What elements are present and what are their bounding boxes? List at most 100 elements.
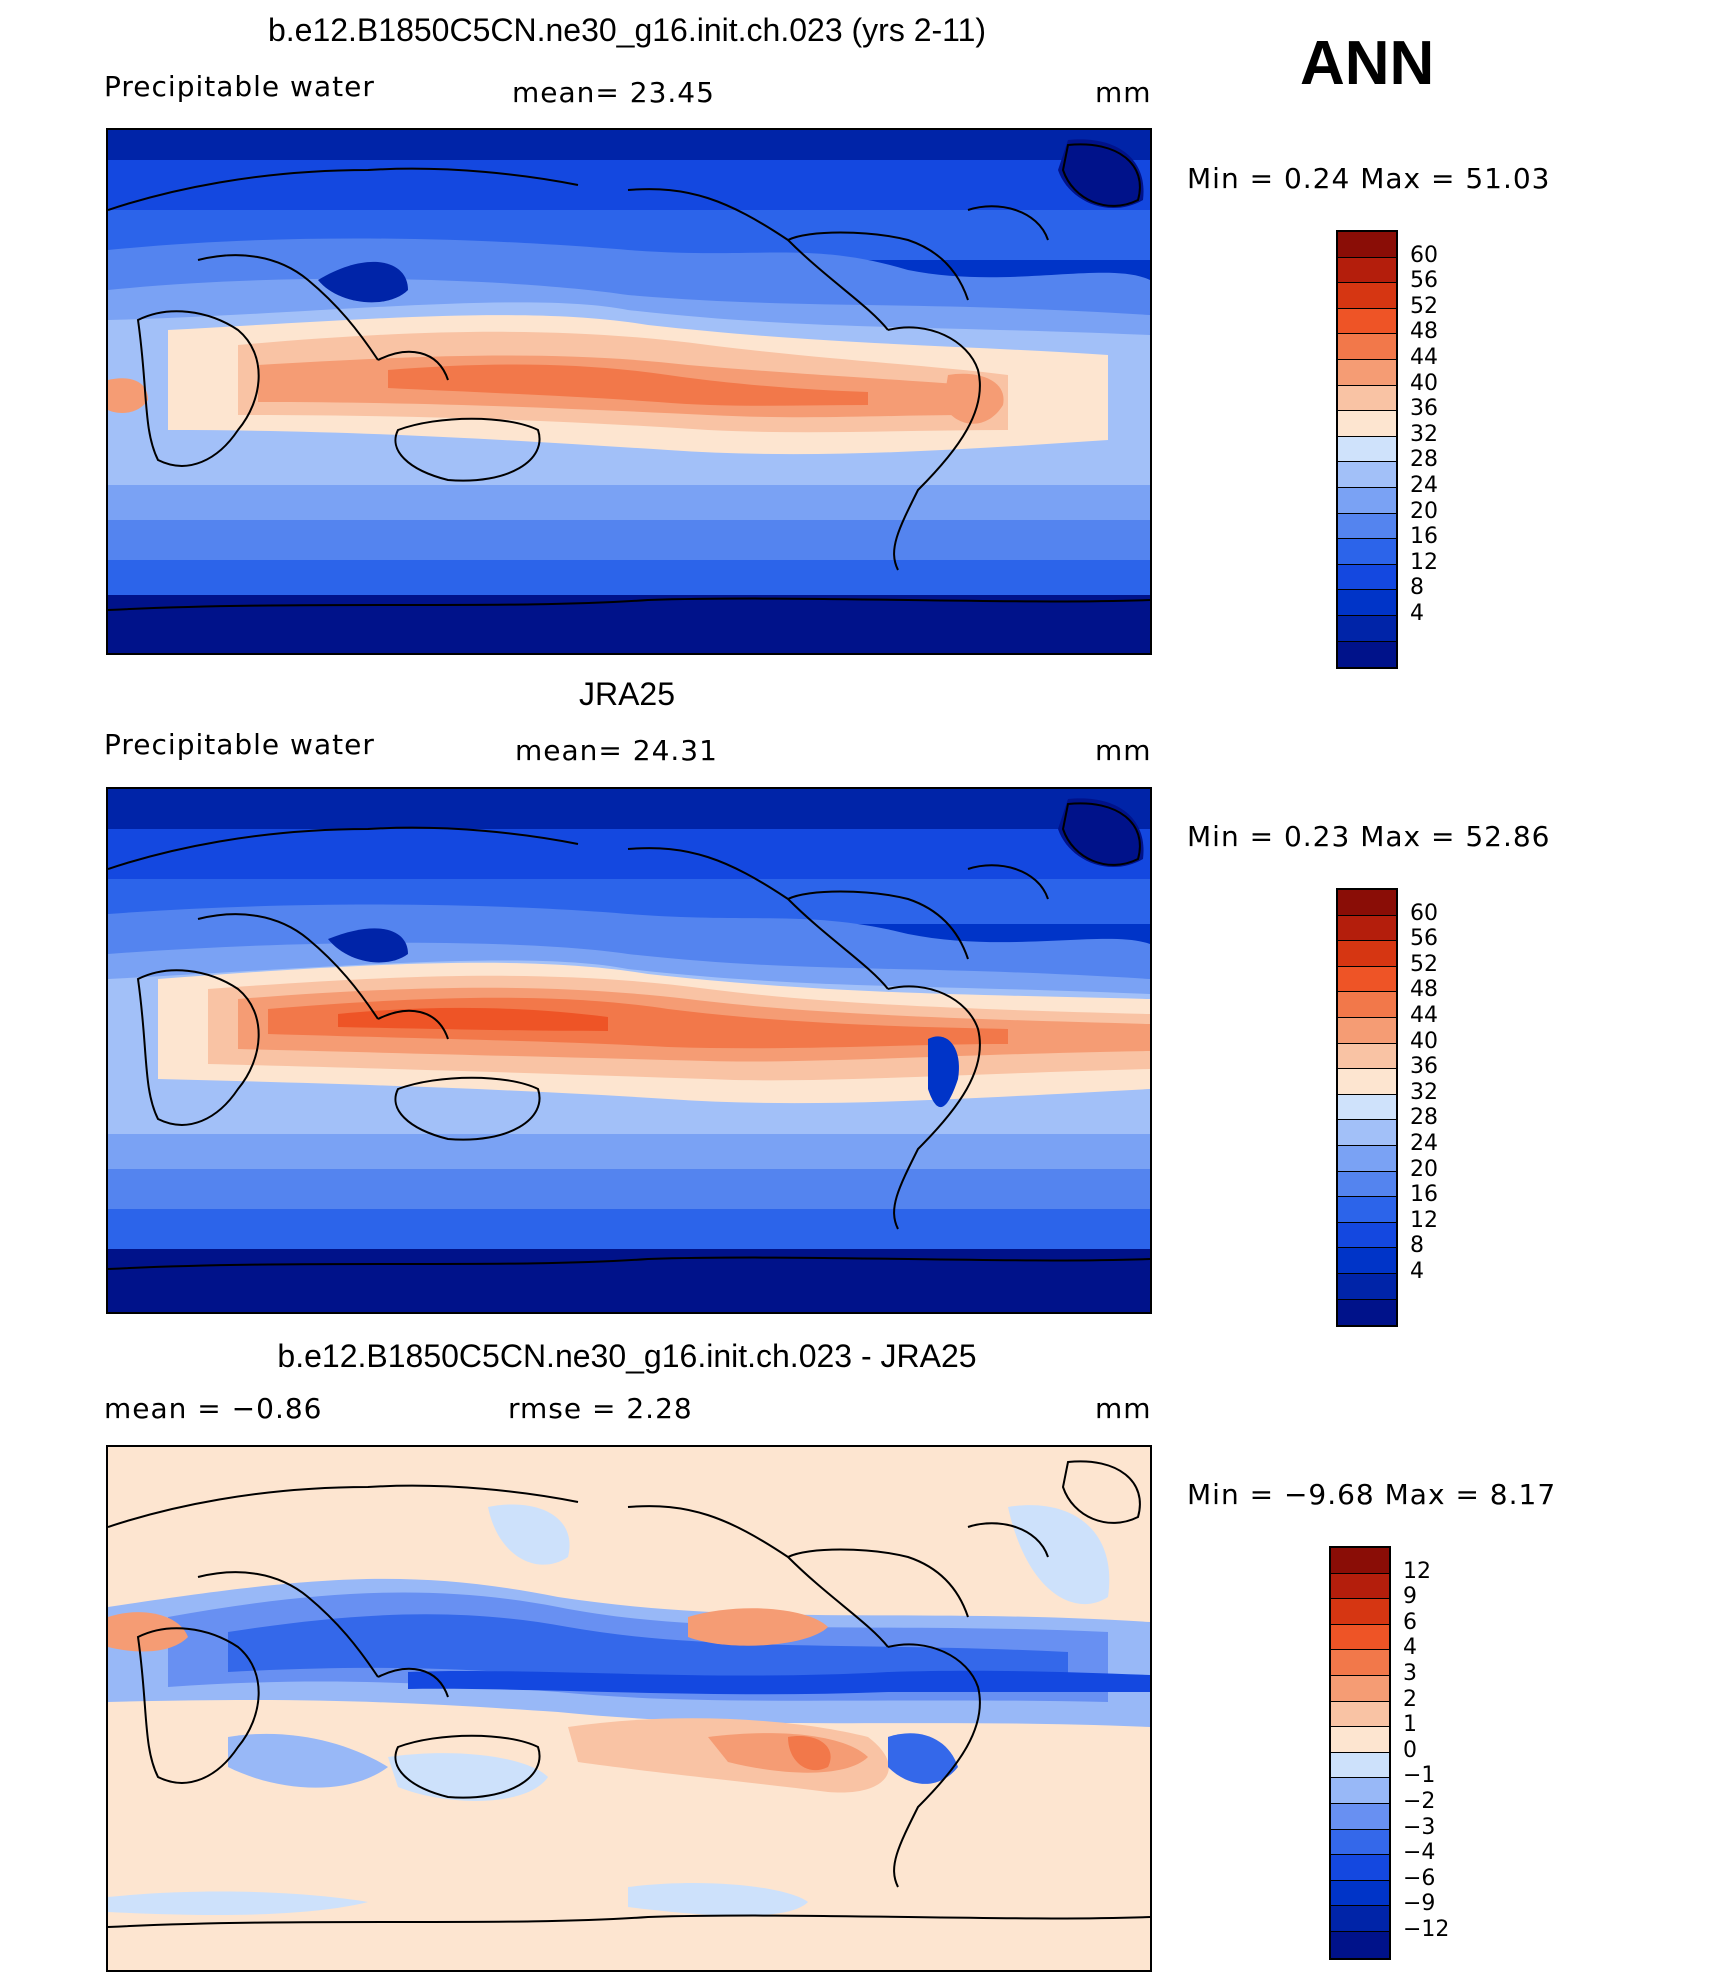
panel-3-units-label: mm <box>1095 1392 1152 1425</box>
panel-1-colorbar-labels: 60 56 52 48 44 40 36 32 28 24 20 16 12 8 4 <box>1410 230 1470 640</box>
colorbar-swatch <box>1338 1145 1396 1172</box>
colorbar-swatch <box>1338 941 1396 967</box>
colorbar-tick-label: −4 <box>1403 1840 1436 1866</box>
colorbar-swatch <box>1338 334 1396 360</box>
colorbar-swatch <box>1338 992 1396 1018</box>
colorbar-tick-label: −12 <box>1403 1917 1450 1942</box>
colorbar-tick-label: 0 <box>1403 1737 1417 1763</box>
panel-2-minmax: Min = 0.23 Max = 52.86 <box>1187 820 1551 853</box>
colorbar-tick-label: 16 <box>1410 1182 1438 1208</box>
colorbar-swatch <box>1338 615 1396 642</box>
colorbar-swatch <box>1338 1222 1396 1249</box>
colorbar-swatch <box>1331 1573 1389 1600</box>
colorbar-swatch <box>1338 1120 1396 1146</box>
colorbar-swatch <box>1331 1778 1389 1804</box>
colorbar-swatch <box>1331 1650 1389 1676</box>
colorbar-swatch <box>1331 1675 1389 1702</box>
panel-1-map <box>106 128 1152 655</box>
colorbar-tick-label: 40 <box>1410 1028 1438 1054</box>
colorbar-swatch <box>1338 283 1396 309</box>
colorbar-swatch <box>1338 1017 1396 1044</box>
colorbar-swatch <box>1331 1931 1389 1958</box>
colorbar-swatch <box>1338 890 1396 916</box>
colorbar-swatch <box>1338 1248 1396 1274</box>
colorbar-swatch <box>1338 487 1396 514</box>
panel-3-title: b.e12.B1850C5CN.ne30_g16.init.ch.023 - J… <box>277 1338 977 1374</box>
colorbar-tick-label: 44 <box>1410 345 1438 370</box>
panel-3-map <box>106 1445 1152 1972</box>
colorbar-swatch <box>1338 915 1396 942</box>
colorbar-swatch <box>1338 257 1396 284</box>
colorbar-tick-label: 52 <box>1410 951 1438 977</box>
colorbar-swatch <box>1338 411 1396 437</box>
colorbar-swatch <box>1338 564 1396 591</box>
colorbar-tick-label: 60 <box>1410 242 1438 268</box>
panel-1-title: b.e12.B1850C5CN.ne30_g16.init.ch.023 (yr… <box>267 12 987 48</box>
colorbar-tick-label: −1 <box>1403 1763 1436 1789</box>
panel-1-contour-field <box>108 130 1150 653</box>
colorbar-tick-label: 28 <box>1410 447 1438 473</box>
colorbar-tick-label: 8 <box>1410 575 1424 601</box>
colorbar-tick-label: 9 <box>1403 1584 1417 1610</box>
panel-3-colorbar-labels: 12 9 6 4 3 2 1 0 −1 −2 −3 −4 −6 −9 −12 <box>1403 1546 1463 1956</box>
colorbar-tick-label: −6 <box>1403 1865 1436 1891</box>
colorbar-swatch <box>1338 308 1396 335</box>
colorbar-tick-label: −9 <box>1403 1891 1436 1917</box>
colorbar-swatch <box>1338 385 1396 412</box>
colorbar-tick-label: 32 <box>1410 421 1438 447</box>
colorbar-tick-label: 56 <box>1410 926 1438 952</box>
colorbar-tick-label: 2 <box>1403 1686 1417 1712</box>
panel-2-colorbar-labels: 60 56 52 48 44 40 36 32 28 24 20 16 12 8 4 <box>1410 888 1470 1298</box>
panel-1-mean-label: mean= 23.45 <box>512 76 715 109</box>
colorbar-tick-label: 32 <box>1410 1079 1438 1105</box>
colorbar-swatch <box>1338 359 1396 386</box>
colorbar-swatch <box>1338 966 1396 993</box>
colorbar-swatch <box>1331 1880 1389 1907</box>
colorbar-swatch <box>1338 1197 1396 1223</box>
colorbar-tick-label: 48 <box>1410 319 1438 345</box>
colorbar-tick-label: 3 <box>1403 1661 1417 1686</box>
colorbar-swatch <box>1338 1273 1396 1300</box>
colorbar-tick-label: 56 <box>1410 268 1438 294</box>
panel-2-map <box>106 787 1152 1314</box>
panel-1-units-label: mm <box>1095 76 1152 109</box>
colorbar-swatch <box>1338 539 1396 565</box>
colorbar-swatch <box>1338 232 1396 258</box>
colorbar-swatch <box>1331 1752 1389 1779</box>
colorbar-swatch <box>1331 1701 1389 1728</box>
colorbar-tick-label: 4 <box>1403 1635 1417 1661</box>
colorbar-tick-label: 28 <box>1410 1105 1438 1131</box>
colorbar-swatch <box>1331 1829 1389 1856</box>
colorbar-tick-label: 24 <box>1410 1131 1438 1156</box>
panel-1-colorbar <box>1336 230 1398 670</box>
colorbar-tick-label: 12 <box>1410 549 1438 575</box>
colorbar-tick-label: 40 <box>1410 370 1438 396</box>
colorbar-tick-label: 20 <box>1410 498 1438 524</box>
panel-2-colorbar <box>1336 888 1398 1328</box>
panel-3-rmse-label: rmse = 2.28 <box>508 1392 693 1425</box>
colorbar-swatch <box>1338 1299 1396 1326</box>
colorbar-swatch <box>1331 1803 1389 1830</box>
colorbar-tick-label: 36 <box>1410 396 1438 422</box>
colorbar-swatch <box>1338 1043 1396 1070</box>
season-label: ANN <box>1300 29 1435 98</box>
colorbar-tick-label: 24 <box>1410 473 1438 498</box>
colorbar-tick-label: −3 <box>1403 1814 1436 1840</box>
colorbar-swatch <box>1338 436 1396 463</box>
panel-3-contour-field <box>108 1447 1150 1970</box>
colorbar-tick-label: 60 <box>1410 900 1438 926</box>
panel-1-variable-label: Precipitable water <box>104 70 375 103</box>
colorbar-swatch <box>1331 1599 1389 1625</box>
colorbar-tick-label: 48 <box>1410 977 1438 1003</box>
colorbar-tick-label: 8 <box>1410 1233 1424 1259</box>
panel-3-mean-label: mean = −0.86 <box>104 1392 323 1425</box>
colorbar-tick-label: 12 <box>1403 1558 1431 1584</box>
colorbar-tick-label: 20 <box>1410 1156 1438 1182</box>
panel-2-title: JRA25 <box>578 676 676 712</box>
panel-2-mean-label: mean= 24.31 <box>515 734 718 767</box>
colorbar-tick-label: 1 <box>1403 1712 1417 1738</box>
colorbar-tick-label: 4 <box>1410 601 1424 626</box>
colorbar-tick-label: 6 <box>1403 1609 1417 1635</box>
colorbar-tick-label: 16 <box>1410 524 1438 550</box>
colorbar-swatch <box>1338 590 1396 616</box>
